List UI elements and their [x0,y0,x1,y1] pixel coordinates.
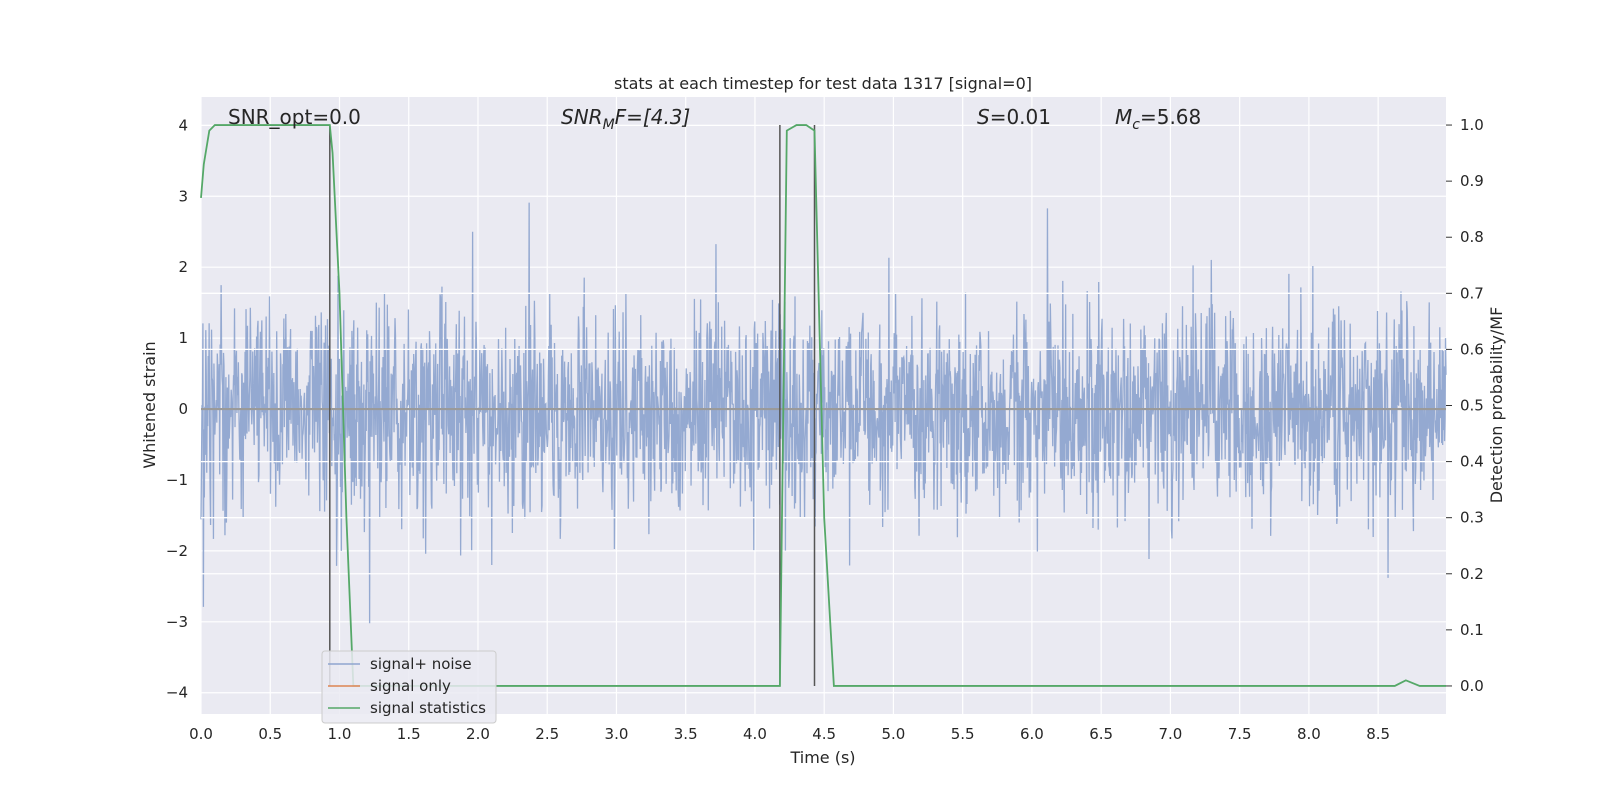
y-right-tick-label: 0.5 [1460,397,1484,415]
annotation-snr-opt: SNR_opt=0.0 [228,105,361,129]
annotation-mc: Mc=5.68 [1115,105,1201,133]
y-left-tick-label: 4 [178,116,188,134]
y-right-tick-label: 0.0 [1460,677,1484,695]
y-left-tick-label: −4 [166,684,188,702]
x-tick-label: 6.0 [1020,725,1044,743]
x-tick-label: 7.0 [1158,725,1182,743]
y-left-tick-label: 0 [178,400,188,418]
x-tick-label: 0.5 [258,725,282,743]
y-left-tick-label: 3 [178,187,188,205]
x-tick-label: 5.0 [882,725,906,743]
series-signal-statistics [200,124,1446,687]
y-right-tick-label: 0.3 [1460,509,1484,527]
x-tick-label: 2.5 [535,725,559,743]
y-axis-label-left: Whitened strain [140,341,159,468]
y-right-tick-label: 0.6 [1460,340,1484,358]
vertical-markers [329,125,816,686]
y-left-tick-label: −2 [166,542,188,560]
legend: signal+ noise signal only signal statist… [321,650,497,724]
y-left-tick-label: −3 [166,613,188,631]
x-tick-label: 5.5 [951,725,975,743]
x-tick-label: 8.0 [1297,725,1321,743]
x-tick-label: 8.5 [1366,725,1390,743]
x-tick-label: 3.0 [605,725,629,743]
annotation-snr-mf: SNRMF=[4.3] [561,105,690,133]
x-axis-label: Time (s) [789,748,855,767]
signal-statistics-line [200,124,1446,687]
x-tick-label: 1.0 [328,725,352,743]
legend-label-signal-only: signal only [370,677,451,695]
annotation-s: S=0.01 [977,105,1051,129]
y-right-tick-label: 0.8 [1460,228,1484,246]
y-left-tick-label: 1 [178,329,188,347]
x-tick-label: 2.0 [466,725,490,743]
legend-box [321,650,497,724]
x-tick-label: 3.5 [674,725,698,743]
x-tick-label: 7.5 [1228,725,1252,743]
y-right-tick-label: 0.4 [1460,453,1484,471]
y-right-tick-label: 0.1 [1460,621,1484,639]
legend-label-signal-statistics: signal statistics [370,699,486,717]
chart-title: stats at each timestep for test data 131… [614,74,1032,93]
y-left-tick-label: 2 [178,258,188,276]
legend-label-signal-plus-noise: signal+ noise [370,655,472,673]
x-tick-label: 6.5 [1089,725,1113,743]
signal-plus-noise-line [200,202,1447,624]
series-signal-plus-noise [200,202,1447,624]
x-tick-label: 0.0 [189,725,213,743]
y-right-tick-label: 0.9 [1460,172,1484,190]
x-tick-label: 4.0 [743,725,767,743]
y-axis-label-right: Detection probability/MF [1487,307,1506,504]
y-right-tick-label: 0.2 [1460,565,1484,583]
x-tick-label: 1.5 [397,725,421,743]
y-left-tick-label: −1 [166,471,188,489]
y-right-tick-label: 0.7 [1460,284,1484,302]
axis-ticks: 0.0 0.5 1.0 1.5 2.0 2.5 3.0 3.5 4.0 4.5 5.0 5.5 6.0 6… [166,116,1484,743]
y-right-tick-label: 1.0 [1460,116,1484,134]
x-tick-label: 4.5 [812,725,836,743]
